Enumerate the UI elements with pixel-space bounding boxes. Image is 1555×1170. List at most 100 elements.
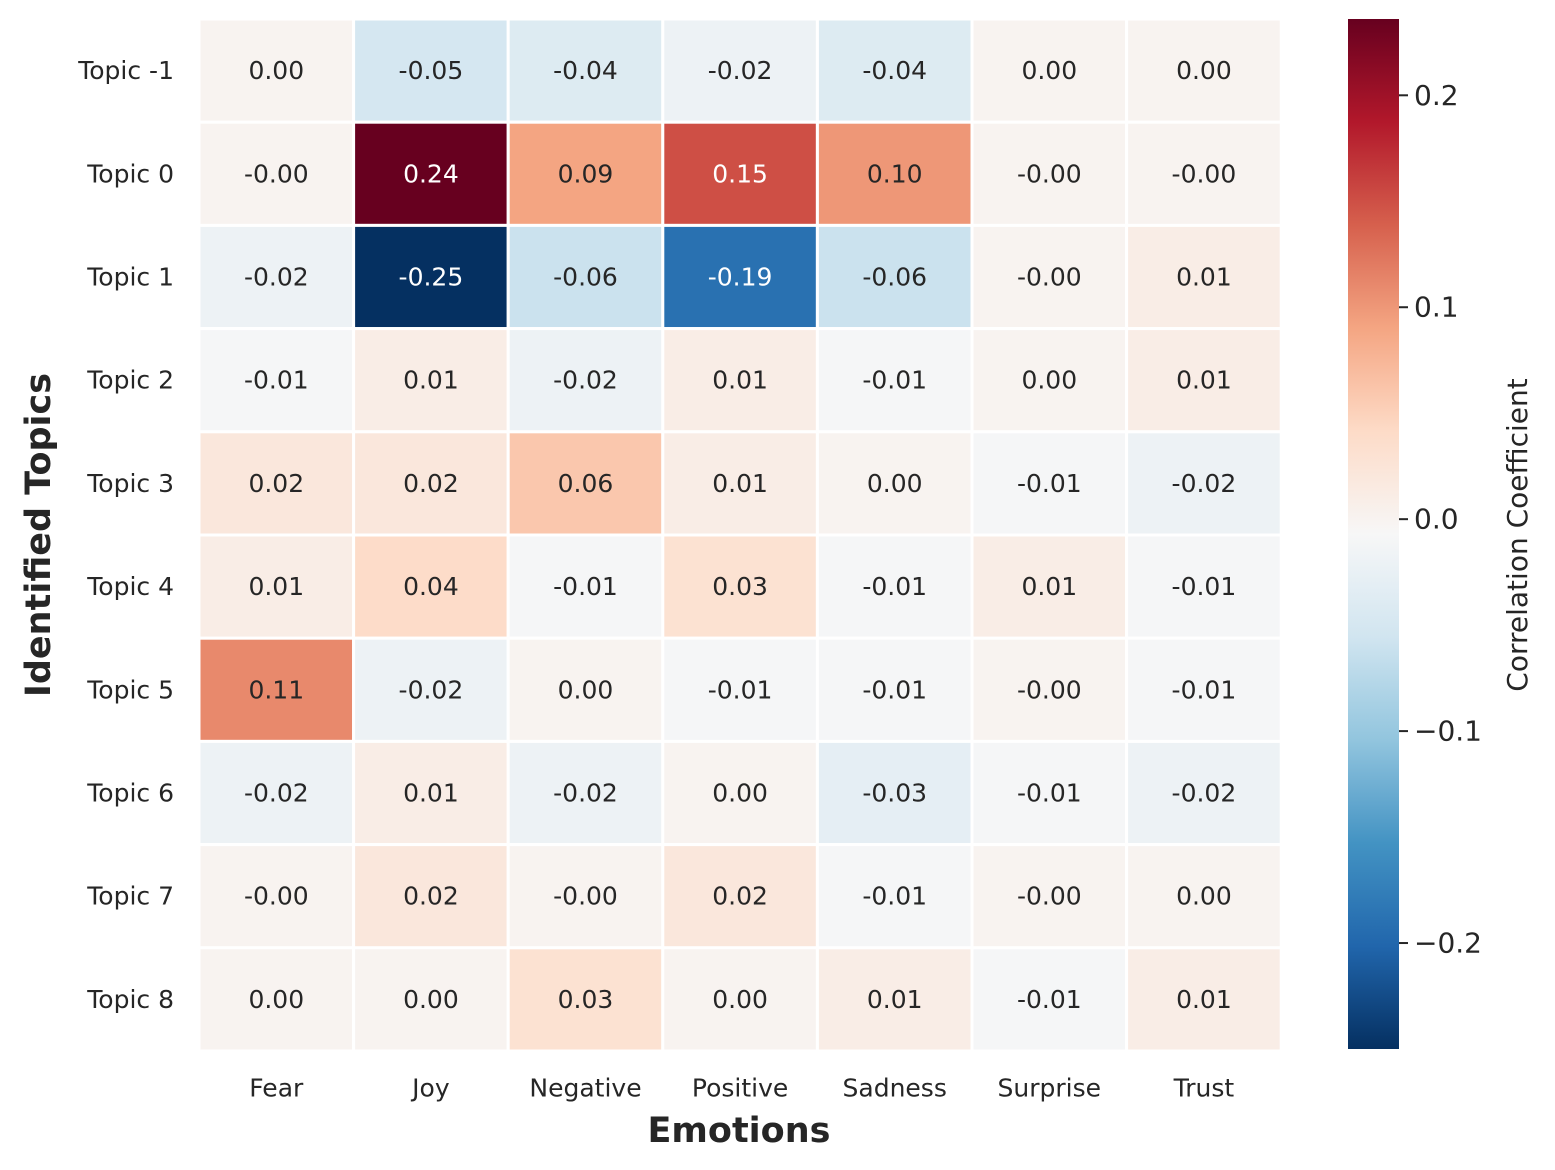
heatmap-cell xyxy=(506,843,665,950)
heatmap-cell xyxy=(815,223,974,331)
cell-label: -0.00 xyxy=(1017,882,1082,911)
colorbar: 0.2 0.1 0.0 −0.1 −0.2 Correlation Coefficien… xyxy=(1348,19,1534,1049)
heatmap-cell xyxy=(197,533,356,640)
heatmap-cell xyxy=(661,739,819,847)
cell-label: -0.01 xyxy=(1172,572,1237,601)
heatmap-cell xyxy=(815,843,974,950)
cell-label: -0.01 xyxy=(862,675,927,704)
cell-label: -0.02 xyxy=(1172,779,1237,808)
cell-label: 0.01 xyxy=(248,572,304,601)
colorbar-tick-label: 0.2 xyxy=(1414,79,1459,112)
cell-label: 0.02 xyxy=(248,469,304,498)
cell-label: 0.01 xyxy=(867,985,923,1014)
x-tick-label: Surprise xyxy=(998,1074,1102,1103)
heatmap-cell xyxy=(197,120,356,227)
colorbar-ticks: 0.2 0.1 0.0 −0.1 −0.2 xyxy=(1399,79,1482,960)
cell-label: -0.00 xyxy=(1017,263,1082,292)
heatmap-cell xyxy=(352,17,510,124)
colorbar-gradient xyxy=(1348,19,1399,1049)
heatmap-cell xyxy=(506,946,665,1053)
heatmap-cell xyxy=(661,223,819,331)
cell-label: -0.00 xyxy=(553,882,618,911)
cell-label: 0.09 xyxy=(558,159,614,188)
x-axis-title: Emotions xyxy=(648,1111,831,1151)
y-tick-label: Topic 8 xyxy=(86,985,174,1014)
cell-label: -0.02 xyxy=(244,779,309,808)
x-tick-label: Sadness xyxy=(843,1074,947,1103)
cell-label: -0.00 xyxy=(1017,675,1082,704)
cell-label: 0.04 xyxy=(403,572,459,601)
cell-label: -0.05 xyxy=(399,56,464,85)
colorbar-tick-label: −0.1 xyxy=(1414,715,1482,748)
heatmap-cell xyxy=(1125,946,1283,1053)
cell-label: 0.00 xyxy=(248,56,304,85)
cell-label: -0.01 xyxy=(1017,469,1082,498)
heatmap-cell xyxy=(1125,223,1283,331)
y-tick-label: Topic -1 xyxy=(77,56,174,85)
y-tick-label: Topic 2 xyxy=(86,366,174,395)
cell-label: 0.15 xyxy=(712,159,768,188)
heatmap-cell xyxy=(970,17,1129,124)
cell-label: -0.01 xyxy=(1017,985,1082,1014)
cell-label: -0.01 xyxy=(553,572,618,601)
colorbar-title: Correlation Coefficient xyxy=(1501,378,1534,691)
heatmap-cell xyxy=(197,327,356,434)
colorbar-tick-label: 0.1 xyxy=(1414,291,1459,324)
y-tick-label: Topic 6 xyxy=(86,779,174,808)
heatmap-cell xyxy=(970,636,1129,743)
heatmap-cell xyxy=(197,430,356,537)
heatmap-cell xyxy=(970,223,1129,331)
y-tick-label: Topic 7 xyxy=(86,882,174,911)
x-tick-labels: Fear Joy Negative Positive Sadness Surprise Tr… xyxy=(249,1074,1234,1103)
heatmap-cell xyxy=(352,533,510,640)
cell-label: -0.19 xyxy=(708,263,773,292)
y-tick-label: Topic 1 xyxy=(86,263,174,292)
cell-label: 0.00 xyxy=(867,469,923,498)
cell-label: 0.01 xyxy=(1176,366,1232,395)
cell-label: 0.01 xyxy=(1176,985,1232,1014)
cell-label: 0.11 xyxy=(248,675,304,704)
cell-label: -0.06 xyxy=(862,263,927,292)
y-tick-label: Topic 4 xyxy=(86,572,174,601)
cell-label: -0.00 xyxy=(244,159,309,188)
heatmap-cell xyxy=(1125,533,1283,640)
cell-label: 0.10 xyxy=(867,159,923,188)
cell-label: 0.03 xyxy=(712,572,768,601)
cell-label: 0.02 xyxy=(712,882,768,911)
heatmap-cell xyxy=(352,739,510,847)
heatmap-cells: 0.00 -0.05 -0.04 -0.02 -0.04 0.00 0.00 -0.00 0.2… xyxy=(197,17,1283,1053)
cell-label: -0.02 xyxy=(553,366,618,395)
cell-label: 0.02 xyxy=(403,882,459,911)
heatmap-cell xyxy=(815,946,974,1053)
heatmap-cell xyxy=(506,430,665,537)
cell-label: -0.02 xyxy=(1172,469,1237,498)
heatmap-cell xyxy=(197,946,356,1053)
cell-label: -0.01 xyxy=(862,366,927,395)
cell-label: -0.25 xyxy=(399,263,464,292)
heatmap-cell xyxy=(1125,636,1283,743)
cell-label: 0.00 xyxy=(1176,882,1232,911)
cell-label: -0.02 xyxy=(553,779,618,808)
x-tick-label: Positive xyxy=(692,1074,788,1103)
x-tick-label: Trust xyxy=(1173,1074,1235,1103)
cell-label: 0.01 xyxy=(1176,263,1232,292)
cell-label: 0.01 xyxy=(712,469,768,498)
y-tick-label: Topic 5 xyxy=(86,675,174,704)
colorbar-tick-label: −0.2 xyxy=(1414,927,1482,960)
heatmap-cell xyxy=(506,223,665,331)
cell-label: -0.02 xyxy=(399,675,464,704)
cell-label: -0.01 xyxy=(1017,779,1082,808)
cell-label: -0.00 xyxy=(244,882,309,911)
heatmap-cell xyxy=(1125,120,1283,227)
cell-label: 0.01 xyxy=(712,366,768,395)
heatmap-cell xyxy=(1125,739,1283,847)
heatmap-cell xyxy=(352,223,510,331)
cell-label: 0.01 xyxy=(1021,572,1077,601)
x-tick-label: Fear xyxy=(249,1074,304,1103)
x-tick-label: Joy xyxy=(410,1074,450,1103)
cell-label: 0.01 xyxy=(403,366,459,395)
cell-label: -0.01 xyxy=(1172,675,1237,704)
cell-label: -0.02 xyxy=(244,263,309,292)
heatmap-cell xyxy=(352,327,510,434)
